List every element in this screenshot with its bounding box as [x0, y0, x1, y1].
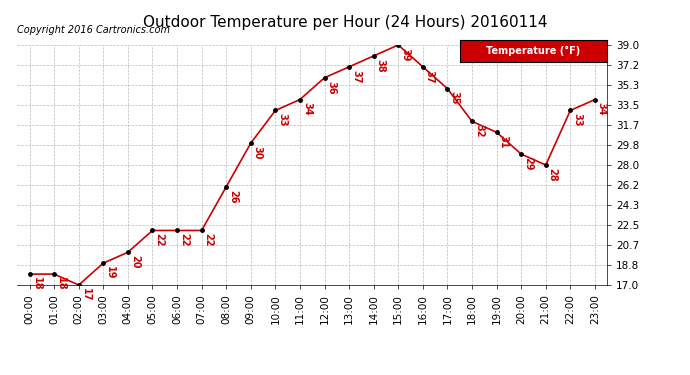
Text: 17: 17 — [81, 288, 90, 301]
Text: 29: 29 — [523, 157, 533, 170]
Text: 19: 19 — [106, 266, 115, 279]
Text: 28: 28 — [548, 168, 558, 182]
Text: 34: 34 — [302, 102, 312, 116]
Text: 37: 37 — [425, 70, 435, 83]
Text: Outdoor Temperature per Hour (24 Hours) 20160114: Outdoor Temperature per Hour (24 Hours) … — [143, 15, 547, 30]
Text: 22: 22 — [204, 233, 213, 247]
Text: 32: 32 — [474, 124, 484, 138]
Text: 33: 33 — [277, 113, 287, 127]
Text: 39: 39 — [400, 48, 410, 61]
Text: 22: 22 — [155, 233, 164, 247]
Text: 35: 35 — [449, 92, 460, 105]
Text: 36: 36 — [326, 81, 337, 94]
Text: 30: 30 — [253, 146, 263, 159]
Text: Copyright 2016 Cartronics.com: Copyright 2016 Cartronics.com — [17, 26, 170, 35]
Text: 18: 18 — [56, 277, 66, 291]
Text: 33: 33 — [572, 113, 582, 127]
Text: 20: 20 — [130, 255, 140, 268]
Text: 26: 26 — [228, 190, 238, 203]
Text: 38: 38 — [375, 58, 386, 72]
Text: 37: 37 — [351, 70, 361, 83]
Text: 31: 31 — [499, 135, 509, 148]
Text: 34: 34 — [597, 102, 607, 116]
Text: 22: 22 — [179, 233, 189, 247]
Text: 18: 18 — [32, 277, 41, 291]
